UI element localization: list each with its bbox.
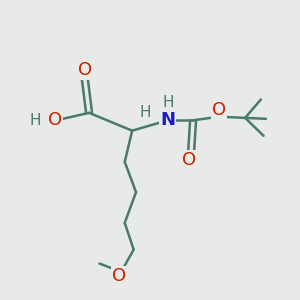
Text: H: H	[140, 105, 151, 120]
Text: O: O	[77, 61, 92, 79]
Text: O: O	[182, 152, 197, 169]
Text: N: N	[160, 111, 175, 129]
Text: H: H	[162, 95, 174, 110]
Text: O: O	[212, 101, 226, 119]
Text: O: O	[48, 111, 62, 129]
Text: H: H	[30, 113, 41, 128]
Text: O: O	[112, 267, 126, 285]
